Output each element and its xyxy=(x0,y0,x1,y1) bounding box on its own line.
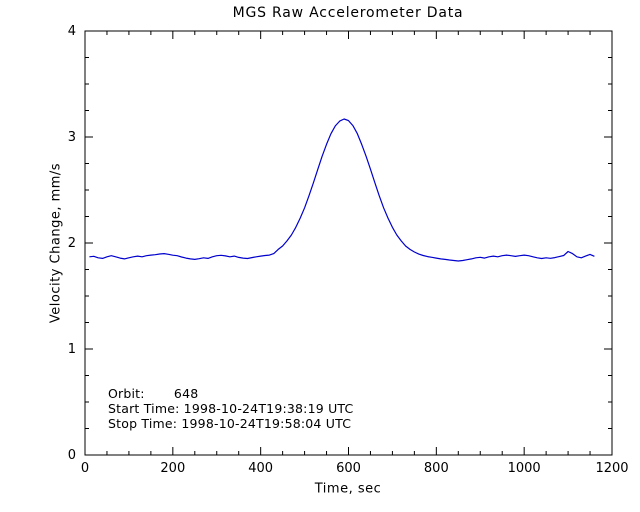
annotation-start-time: Start Time: 1998-10-24T19:38:19 UTC xyxy=(108,401,354,416)
x-tick-label: 1200 xyxy=(595,461,628,476)
annotation-orbit: Orbit: 648 xyxy=(108,386,199,401)
x-tick-label: 600 xyxy=(336,461,361,476)
x-tick-label: 400 xyxy=(248,461,273,476)
tick-labels: 0 200 400 600 800 1000 1200 0 1 2 3 4 xyxy=(68,24,629,476)
y-tick-label: 3 xyxy=(68,130,76,145)
x-tick-label: 0 xyxy=(81,461,89,476)
y-tick-label: 4 xyxy=(68,24,76,39)
y-tick-label: 2 xyxy=(68,236,76,251)
x-tick-label: 200 xyxy=(160,461,185,476)
x-tick-label: 1000 xyxy=(508,461,541,476)
y-tick-label: 0 xyxy=(68,448,76,463)
x-tick-label: 800 xyxy=(424,461,449,476)
y-tick-label: 1 xyxy=(68,342,76,357)
y-axis-label: Velocity Change, mm/s xyxy=(48,162,64,324)
chart-title: MGS Raw Accelerometer Data xyxy=(232,5,464,21)
axis-ticks xyxy=(84,30,613,456)
data-line xyxy=(89,118,595,262)
x-axis-label: Time, sec xyxy=(314,481,382,497)
annotation-stop-time: Stop Time: 1998-10-24T19:58:04 UTC xyxy=(108,416,352,431)
annotation-block: Orbit: 648 Start Time: 1998-10-24T19:38:… xyxy=(108,386,353,431)
